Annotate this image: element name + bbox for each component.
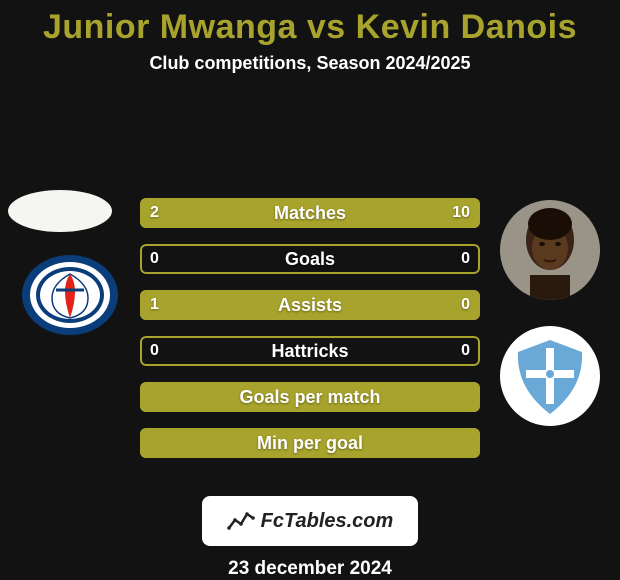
metrics-bars: 210Matches 00Goals 10Assists 00Hattricks Goa… bbox=[140, 198, 480, 458]
metric-bar: 10Assists bbox=[140, 290, 480, 320]
metric-bar: 00Hattricks bbox=[140, 336, 480, 366]
metric-bar: 210Matches bbox=[140, 198, 480, 228]
bar-label: Goals per match bbox=[140, 382, 480, 412]
watermark-icon bbox=[227, 510, 255, 532]
page-subtitle: Club competitions, Season 2024/2025 bbox=[149, 53, 470, 74]
player-left-avatar bbox=[8, 190, 112, 232]
watermark: FcTables.com bbox=[202, 496, 418, 546]
metric-bar: 00Goals bbox=[140, 244, 480, 274]
date-label: 23 december 2024 bbox=[228, 558, 392, 580]
club-left-logo bbox=[20, 254, 120, 336]
watermark-label: FcTables.com bbox=[261, 510, 394, 533]
bar-label: Matches bbox=[140, 198, 480, 228]
metric-bar: Min per goal bbox=[140, 428, 480, 458]
comparison-card: Junior Mwanga vs Kevin Danois Club compe… bbox=[0, 0, 620, 580]
bar-label: Min per goal bbox=[140, 428, 480, 458]
metric-bar: Goals per match bbox=[140, 382, 480, 412]
player-right-avatar bbox=[500, 200, 600, 300]
bar-label: Goals bbox=[140, 244, 480, 274]
page-title: Junior Mwanga vs Kevin Danois bbox=[43, 8, 577, 47]
main-area: 210Matches 00Goals 10Assists 00Hattricks Goa… bbox=[0, 74, 620, 490]
bar-label: Assists bbox=[140, 290, 480, 320]
bar-label: Hattricks bbox=[140, 336, 480, 366]
club-right-logo bbox=[500, 326, 600, 426]
